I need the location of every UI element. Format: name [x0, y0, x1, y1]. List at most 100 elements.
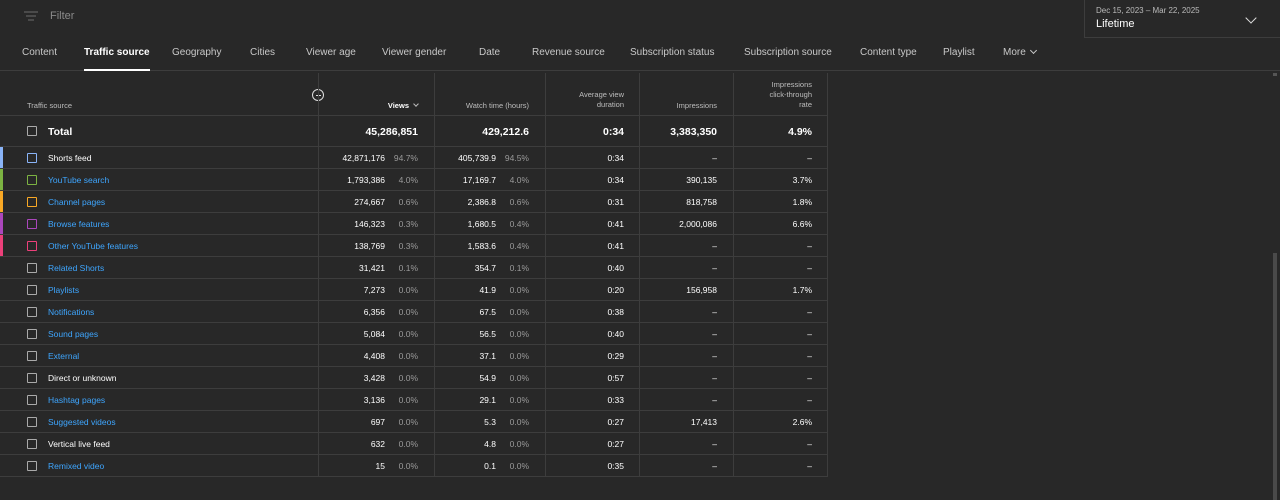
scrollbar[interactable] [1273, 73, 1277, 500]
row-checkbox[interactable] [27, 285, 37, 295]
views-pct-cell: 94.7% [393, 153, 418, 163]
traffic-source-name[interactable]: YouTube search [48, 175, 110, 185]
watch-time-cell: 56.5 [479, 329, 496, 339]
header-avg-duration[interactable]: Average view duration [579, 90, 624, 109]
watch-time-cell: 405,739.9 [458, 153, 496, 163]
views-pct-cell: 0.0% [398, 329, 418, 339]
views-cell: 3,136 [363, 395, 385, 405]
tab-more[interactable]: More [1003, 46, 1037, 58]
tab-date[interactable]: Date [479, 47, 500, 58]
views-pct-cell: 0.3% [398, 219, 418, 229]
avg-duration-cell: 0:27 [607, 417, 624, 427]
row-checkbox[interactable] [27, 373, 37, 383]
tab-traffic-source[interactable]: Traffic source [84, 47, 150, 71]
row-checkbox[interactable] [27, 263, 37, 273]
ctr-cell: – [807, 329, 812, 339]
row-checkbox[interactable] [27, 329, 37, 339]
tab-label: Date [479, 47, 501, 58]
tab-label: More [1003, 47, 1026, 58]
tab-subscription-source[interactable]: Subscription source [744, 47, 832, 58]
chevron-down-icon [1245, 12, 1257, 24]
avg-duration-cell: 0:29 [607, 351, 624, 361]
watch-time-cell: 354.7 [474, 263, 496, 273]
tab-content[interactable]: Content [22, 47, 57, 58]
watch-time-cell: 2,386.8 [467, 197, 496, 207]
views-cell: 146,323 [354, 219, 385, 229]
table-row: Shorts feed 42,871,176 94.7% 405,739.9 94.5%… [0, 147, 828, 169]
tab-content-type[interactable]: Content type [860, 47, 917, 58]
row-checkbox[interactable] [27, 461, 37, 471]
row-checkbox[interactable] [27, 307, 37, 317]
header-impressions[interactable]: Impressions [676, 101, 717, 110]
tab-label: Cities [250, 47, 276, 58]
traffic-source-name[interactable]: Remixed video [48, 461, 105, 471]
row-checkbox[interactable] [27, 197, 37, 207]
tab-revenue-source[interactable]: Revenue source [532, 47, 605, 58]
watch-pct-cell: 0.0% [509, 329, 529, 339]
avg-duration-cell: 0:40 [607, 263, 624, 273]
table-row: Notifications 6,356 0.0% 67.5 0.0% 0:38 – – [0, 301, 828, 323]
row-checkbox[interactable] [27, 417, 37, 427]
tab-label: Subscription status [630, 47, 715, 58]
watch-pct-cell: 0.0% [509, 461, 529, 471]
ctr-cell: – [807, 263, 812, 273]
row-checkbox[interactable] [27, 153, 37, 163]
row-checkbox[interactable] [27, 439, 37, 449]
traffic-source-name[interactable]: Browse features [48, 219, 110, 229]
watch-time-cell: 5.3 [484, 417, 496, 427]
row-checkbox[interactable] [27, 351, 37, 361]
chevron-down-icon [1029, 46, 1037, 55]
date-range-selector[interactable]: Dec 15, 2023 – Mar 22, 2025 Lifetime [1084, 0, 1280, 38]
traffic-source-name[interactable]: Suggested videos [48, 417, 116, 427]
views-pct-cell: 4.0% [398, 175, 418, 185]
total-checkbox[interactable] [27, 126, 37, 136]
header-ctr[interactable]: Impressions click-through rate [769, 80, 812, 109]
scrollbar-thumb[interactable] [1273, 253, 1277, 500]
impressions-cell: 2,000,086 [679, 219, 717, 229]
tab-subscription-status[interactable]: Subscription status [630, 47, 715, 58]
total-views: 45,286,851 [365, 126, 418, 138]
traffic-source-name[interactable]: Playlists [48, 285, 80, 295]
traffic-source-name[interactable]: Related Shorts [48, 263, 105, 273]
views-cell: 4,408 [363, 351, 385, 361]
watch-pct-cell: 94.5% [504, 153, 529, 163]
impressions-cell: – [712, 263, 717, 273]
impressions-cell: – [712, 461, 717, 471]
total-watch-time: 429,212.6 [482, 126, 529, 138]
header-views[interactable]: Views [320, 101, 419, 111]
row-checkbox[interactable] [27, 175, 37, 185]
table-row: Playlists 7,273 0.0% 41.9 0.0% 0:20 156,958 1.7… [0, 279, 828, 301]
ctr-cell: – [807, 373, 812, 383]
traffic-source-name[interactable]: Channel pages [48, 197, 106, 207]
views-cell: 5,084 [363, 329, 385, 339]
tab-viewer-age[interactable]: Viewer age [306, 47, 356, 58]
traffic-source-name[interactable]: Sound pages [48, 329, 99, 339]
views-cell: 138,769 [354, 241, 385, 251]
tab-label: Traffic source [84, 47, 150, 58]
views-cell: 7,273 [363, 285, 385, 295]
traffic-source-name[interactable]: Other YouTube features [48, 241, 138, 251]
avg-duration-cell: 0:31 [607, 197, 624, 207]
column-divider [827, 73, 828, 476]
total-row: Total 45,286,851 429,212.6 0:34 3,383,35… [0, 116, 828, 147]
traffic-source-name[interactable]: External [48, 351, 80, 361]
header-traffic-source[interactable]: Traffic source [27, 101, 73, 110]
watch-pct-cell: 0.0% [509, 439, 529, 449]
header-watch-time[interactable]: Watch time (hours) [465, 101, 529, 110]
row-checkbox[interactable] [27, 395, 37, 405]
table-row: Other YouTube features 138,769 0.3% 1,583.6… [0, 235, 828, 257]
watch-pct-cell: 0.0% [509, 395, 529, 405]
ctr-cell: 3.7% [792, 175, 812, 185]
traffic-source-name[interactable]: Hashtag pages [48, 395, 106, 405]
filter-bar[interactable]: Filter [24, 10, 74, 22]
tab-geography[interactable]: Geography [172, 47, 221, 58]
tab-viewer-gender[interactable]: Viewer gender [382, 47, 446, 58]
watch-time-cell: 17,169.7 [462, 175, 496, 185]
row-checkbox[interactable] [27, 219, 37, 229]
impressions-cell: – [712, 395, 717, 405]
traffic-source-name[interactable]: Notifications [48, 307, 95, 317]
watch-pct-cell: 0.0% [509, 351, 529, 361]
tab-cities[interactable]: Cities [250, 47, 275, 58]
row-checkbox[interactable] [27, 241, 37, 251]
tab-playlist[interactable]: Playlist [943, 47, 975, 58]
